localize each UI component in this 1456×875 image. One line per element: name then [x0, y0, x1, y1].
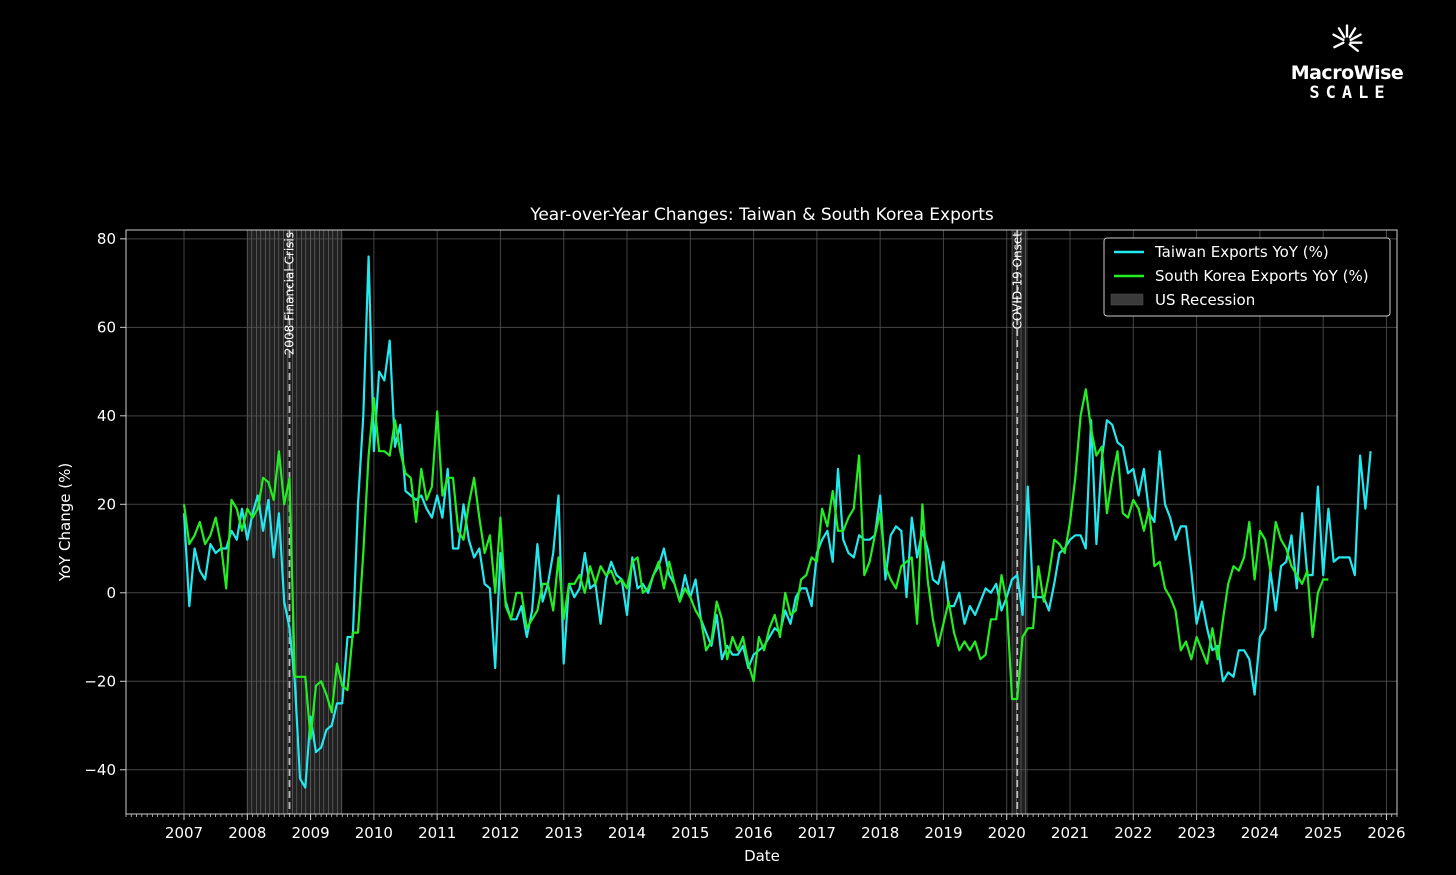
logo-brand-text: MacroWise	[1290, 62, 1404, 84]
x-tick-label: 2010	[355, 824, 393, 842]
x-axis-ticks: 2007 2008 2009 2010 2011 2012 2013 2014 2015 2016…	[125, 814, 1406, 842]
x-tick-label: 2015	[671, 824, 709, 842]
y-tick-label: 20	[97, 495, 116, 513]
x-tick-label: 2019	[924, 824, 962, 842]
y-tick-label: −20	[84, 672, 116, 690]
recession-band	[1012, 230, 1028, 814]
x-tick-label: 2026	[1367, 824, 1405, 842]
x-tick-label: 2020	[988, 824, 1026, 842]
x-tick-label: 2021	[1051, 824, 1089, 842]
grid-lines	[126, 230, 1397, 814]
series-lines	[182, 255, 1372, 789]
x-tick-label: 2016	[734, 824, 772, 842]
x-tick-label: 2018	[861, 824, 899, 842]
brand-logo: MacroWise SCALE	[1282, 20, 1412, 102]
x-tick-label: 2024	[1241, 824, 1279, 842]
x-tick-label: 2009	[291, 824, 329, 842]
chart-title: Year-over-Year Changes: Taiwan & South K…	[529, 205, 994, 225]
korea-series-line	[182, 388, 1329, 740]
x-tick-label: 2017	[798, 824, 836, 842]
x-tick-label: 2023	[1177, 824, 1215, 842]
legend-box	[1103, 237, 1391, 317]
x-tick-label: 2022	[1114, 824, 1152, 842]
x-tick-label: 2008	[228, 824, 266, 842]
logo-sub-text: SCALE	[1309, 83, 1391, 103]
legend-recession-label: US Recession	[1155, 291, 1255, 309]
y-tick-label: 60	[97, 318, 116, 336]
logo-mark-icon	[1332, 24, 1363, 52]
legend-korea-label: South Korea Exports YoY (%)	[1155, 267, 1369, 285]
x-tick-label: 2011	[418, 824, 456, 842]
x-tick-label: 2012	[481, 824, 519, 842]
taiwan-series-line	[182, 255, 1372, 789]
x-axis-label: Date	[744, 847, 780, 865]
x-tick-label: 2013	[545, 824, 583, 842]
x-tick-label: 2014	[608, 824, 646, 842]
y-axis-label: YoY Change (%)	[56, 463, 74, 582]
x-tick-label: 2007	[165, 824, 203, 842]
event-label: 2008 Financial Crisis	[282, 232, 296, 355]
plot-frame	[125, 229, 1398, 815]
y-tick-label: −40	[84, 761, 116, 779]
legend-recession-swatch	[1110, 293, 1144, 306]
y-tick-label: 40	[97, 407, 116, 425]
event-label: COVID-19 Onset	[1010, 232, 1024, 330]
legend: Taiwan Exports YoY (%) South Korea Expor…	[1103, 237, 1391, 317]
y-tick-label: 0	[106, 584, 116, 602]
event-markers: 2008 Financial Crisis COVID-19 Onset	[282, 230, 1024, 814]
y-tick-label: 80	[97, 230, 116, 248]
x-tick-label: 2025	[1304, 824, 1342, 842]
legend-taiwan-label: Taiwan Exports YoY (%)	[1154, 243, 1329, 261]
y-axis-ticks: −40 −20 0 20 40 60 80	[84, 230, 126, 779]
